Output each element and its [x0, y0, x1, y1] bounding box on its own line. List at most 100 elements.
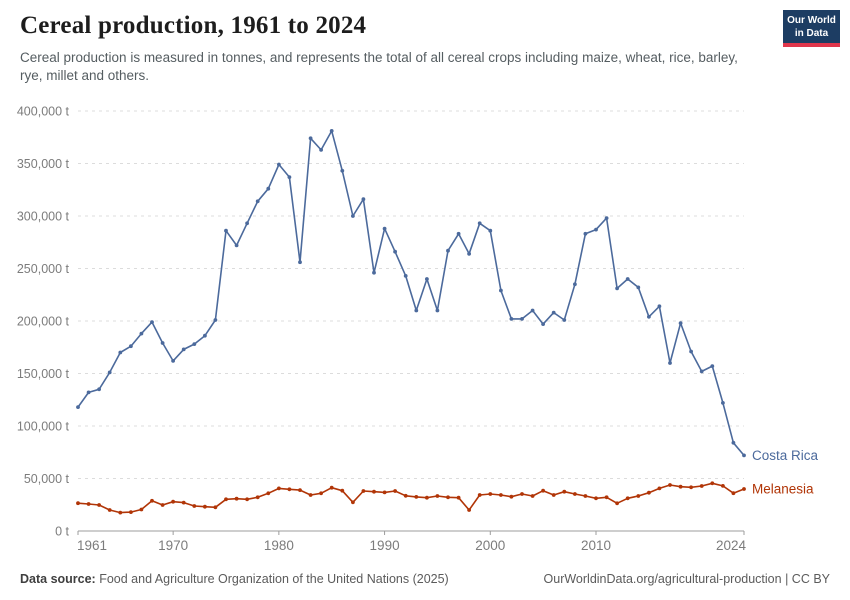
data-point[interactable]: [414, 308, 419, 313]
data-point[interactable]: [234, 243, 239, 248]
data-point[interactable]: [477, 493, 482, 497]
data-point[interactable]: [541, 322, 545, 326]
data-point[interactable]: [636, 285, 641, 290]
data-point[interactable]: [467, 508, 471, 512]
data-point[interactable]: [76, 405, 80, 409]
data-point[interactable]: [403, 274, 408, 278]
data-point[interactable]: [615, 286, 619, 291]
data-point[interactable]: [308, 493, 313, 497]
data-point[interactable]: [329, 129, 334, 133]
data-point[interactable]: [446, 495, 450, 500]
data-point[interactable]: [604, 216, 609, 221]
data-point[interactable]: [435, 308, 440, 313]
data-point[interactable]: [710, 364, 715, 368]
data-point[interactable]: [150, 498, 154, 503]
data-point[interactable]: [551, 310, 556, 315]
data-point[interactable]: [266, 186, 271, 191]
data-point[interactable]: [625, 496, 630, 501]
data-point[interactable]: [721, 401, 725, 405]
data-point[interactable]: [255, 199, 260, 204]
data-point[interactable]: [150, 320, 154, 324]
data-point[interactable]: [319, 148, 323, 152]
data-point[interactable]: [287, 175, 292, 180]
data-point[interactable]: [647, 490, 651, 495]
data-point[interactable]: [583, 231, 588, 236]
data-point[interactable]: [678, 484, 683, 489]
data-point[interactable]: [351, 500, 355, 505]
data-point[interactable]: [594, 227, 598, 232]
data-point[interactable]: [520, 492, 524, 496]
data-point[interactable]: [372, 270, 376, 275]
data-point[interactable]: [414, 495, 419, 499]
data-point[interactable]: [403, 493, 408, 498]
data-point[interactable]: [509, 494, 514, 499]
data-point[interactable]: [456, 495, 461, 500]
data-point[interactable]: [361, 489, 366, 493]
data-point[interactable]: [76, 501, 80, 506]
data-point[interactable]: [425, 495, 429, 500]
data-point[interactable]: [594, 496, 598, 501]
data-point[interactable]: [329, 485, 334, 490]
data-point[interactable]: [181, 500, 186, 505]
data-point[interactable]: [530, 494, 535, 498]
data-point[interactable]: [742, 487, 746, 491]
data-point[interactable]: [636, 494, 641, 498]
data-point[interactable]: [647, 314, 651, 319]
data-point[interactable]: [171, 359, 176, 363]
data-point[interactable]: [139, 331, 144, 336]
data-point[interactable]: [266, 491, 271, 496]
data-point[interactable]: [551, 493, 556, 497]
data-point[interactable]: [86, 502, 91, 506]
data-point[interactable]: [97, 503, 101, 507]
data-point[interactable]: [562, 318, 567, 322]
data-point[interactable]: [477, 221, 482, 226]
data-point[interactable]: [657, 486, 662, 491]
data-point[interactable]: [520, 317, 524, 321]
data-point[interactable]: [298, 260, 302, 265]
data-point[interactable]: [742, 453, 746, 458]
data-point[interactable]: [731, 440, 736, 445]
data-point[interactable]: [192, 504, 197, 508]
data-point[interactable]: [699, 484, 704, 488]
data-point[interactable]: [615, 501, 619, 506]
data-point[interactable]: [668, 361, 672, 365]
data-point[interactable]: [118, 510, 123, 515]
data-point[interactable]: [319, 491, 323, 496]
data-point[interactable]: [393, 249, 397, 254]
data-point[interactable]: [382, 226, 387, 231]
data-point[interactable]: [118, 350, 123, 355]
data-point[interactable]: [139, 507, 144, 512]
data-point[interactable]: [604, 495, 609, 500]
data-point[interactable]: [689, 485, 693, 490]
data-point[interactable]: [86, 390, 91, 395]
data-point[interactable]: [213, 505, 218, 510]
data-point[interactable]: [129, 344, 133, 349]
data-point[interactable]: [277, 162, 281, 167]
data-point[interactable]: [435, 494, 440, 498]
data-point[interactable]: [731, 491, 736, 496]
data-point[interactable]: [308, 136, 313, 141]
data-point[interactable]: [160, 341, 165, 345]
data-point[interactable]: [213, 318, 218, 322]
data-point[interactable]: [224, 228, 228, 233]
data-point[interactable]: [298, 488, 302, 492]
data-point[interactable]: [245, 497, 250, 502]
data-point[interactable]: [203, 333, 207, 338]
data-point[interactable]: [192, 342, 197, 346]
data-point[interactable]: [541, 488, 545, 493]
data-point[interactable]: [203, 504, 207, 509]
data-point[interactable]: [97, 387, 101, 392]
data-point[interactable]: [245, 221, 250, 226]
data-point[interactable]: [573, 492, 577, 496]
data-point[interactable]: [181, 347, 186, 352]
data-point[interactable]: [710, 481, 715, 486]
data-point[interactable]: [129, 510, 133, 514]
data-point[interactable]: [287, 487, 292, 492]
owid-logo[interactable]: Our World in Data: [783, 10, 840, 47]
data-point[interactable]: [467, 251, 471, 256]
data-point[interactable]: [456, 231, 461, 236]
data-point[interactable]: [382, 490, 387, 495]
data-point[interactable]: [372, 489, 376, 494]
data-point[interactable]: [499, 493, 503, 497]
